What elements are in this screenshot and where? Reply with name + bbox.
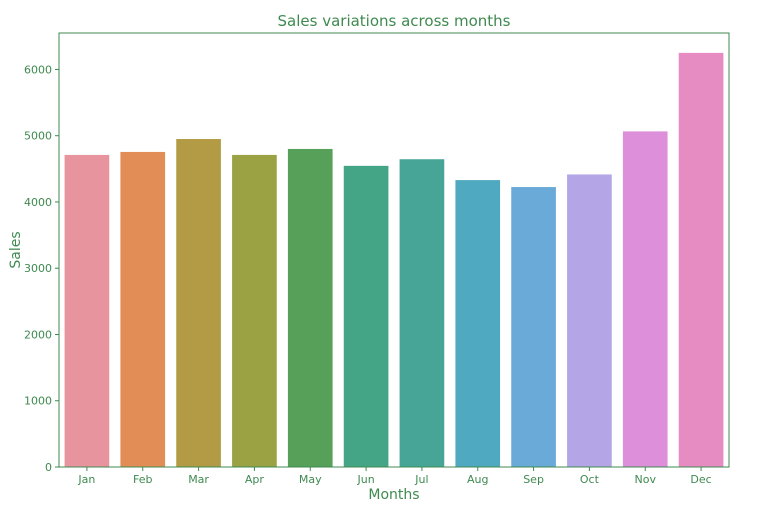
bar-aug xyxy=(455,180,500,467)
x-tick-label: Aug xyxy=(467,473,488,486)
x-tick-label: Mar xyxy=(188,473,209,486)
bar-sep xyxy=(511,187,556,467)
x-tick-label: Dec xyxy=(690,473,711,486)
x-axis: Jan Feb Mar Apr May Jun Jul Aug Sep Oct Nov Dec xyxy=(77,467,711,486)
bar-jun xyxy=(344,166,389,467)
bar-nov xyxy=(623,131,668,467)
y-axis: 0 1000 2000 3000 4000 5000 6000 xyxy=(24,63,59,474)
y-tick-label: 4000 xyxy=(24,196,52,209)
x-tick-label: Jul xyxy=(414,473,428,486)
x-axis-label: Months xyxy=(368,487,419,503)
x-tick-label: Nov xyxy=(635,473,657,486)
bar-jan xyxy=(65,155,110,467)
y-tick-label: 1000 xyxy=(24,395,52,408)
bar-feb xyxy=(120,152,165,467)
bar-oct xyxy=(567,174,612,467)
bar-apr xyxy=(232,155,277,467)
x-tick-label: Feb xyxy=(133,473,152,486)
bar-jul xyxy=(400,159,445,467)
x-tick-label: Jan xyxy=(77,473,95,486)
y-tick-label: 2000 xyxy=(24,328,52,341)
y-tick-label: 3000 xyxy=(24,262,52,275)
x-tick-label: May xyxy=(299,473,322,486)
bars-group xyxy=(65,53,724,467)
x-tick-label: Sep xyxy=(523,473,544,486)
y-tick-label: 5000 xyxy=(24,130,52,143)
y-axis-label: Sales xyxy=(8,231,24,268)
x-tick-label: Jun xyxy=(356,473,374,486)
y-tick-label: 0 xyxy=(45,461,52,474)
chart-title: Sales variations across months xyxy=(278,12,511,30)
x-tick-label: Oct xyxy=(580,473,600,486)
bar-mar xyxy=(176,139,221,467)
bar-may xyxy=(288,149,333,467)
y-tick-label: 6000 xyxy=(24,63,52,76)
x-tick-label: Apr xyxy=(245,473,265,486)
bar-dec xyxy=(679,53,724,467)
